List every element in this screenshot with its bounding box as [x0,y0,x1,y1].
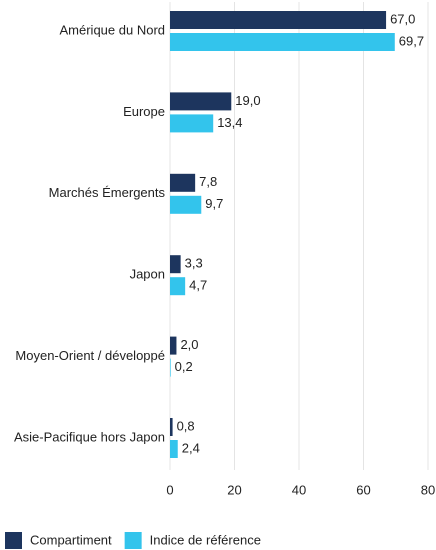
value-label: 4,7 [189,278,207,293]
bar [170,114,214,133]
bar [170,33,395,51]
value-label: 0,8 [177,418,195,433]
value-label: 67,0 [390,11,415,26]
value-label: 69,7 [399,33,424,48]
value-label: 19,0 [235,93,260,108]
x-tick-label: 20 [227,482,241,497]
bar [170,358,171,377]
x-tick-label: 40 [292,482,306,497]
legend-label: Compartiment [30,532,112,547]
category-label: Amérique du Nord [60,22,166,37]
value-label: 13,4 [217,115,242,130]
bar [170,173,196,192]
bar [170,255,181,274]
value-label: 0,2 [175,359,193,374]
category-label: Moyen-Orient / développé [15,348,165,363]
category-label: Europe [123,104,165,119]
x-tick-label: 0 [166,482,173,497]
value-label: 9,7 [205,196,223,211]
value-label: 7,8 [199,174,217,189]
bar [170,195,202,214]
category-label: Asie-Pacifique hors Japon [14,429,165,444]
x-tick-label: 80 [421,482,435,497]
legend-label: Indice de référence [150,532,261,547]
bar [170,336,177,355]
category-label: Japon [130,267,165,282]
bar [170,277,186,296]
bar [170,418,173,436]
value-label: 3,3 [185,256,203,271]
x-tick-label: 60 [356,482,370,497]
category-label: Marchés Émergents [49,185,166,200]
bar [170,440,178,458]
bar [170,92,232,111]
legend-swatch [124,532,142,549]
legend-swatch [5,532,22,549]
value-label: 2,0 [180,337,198,352]
value-label: 2,4 [182,440,200,455]
bar [170,11,387,29]
